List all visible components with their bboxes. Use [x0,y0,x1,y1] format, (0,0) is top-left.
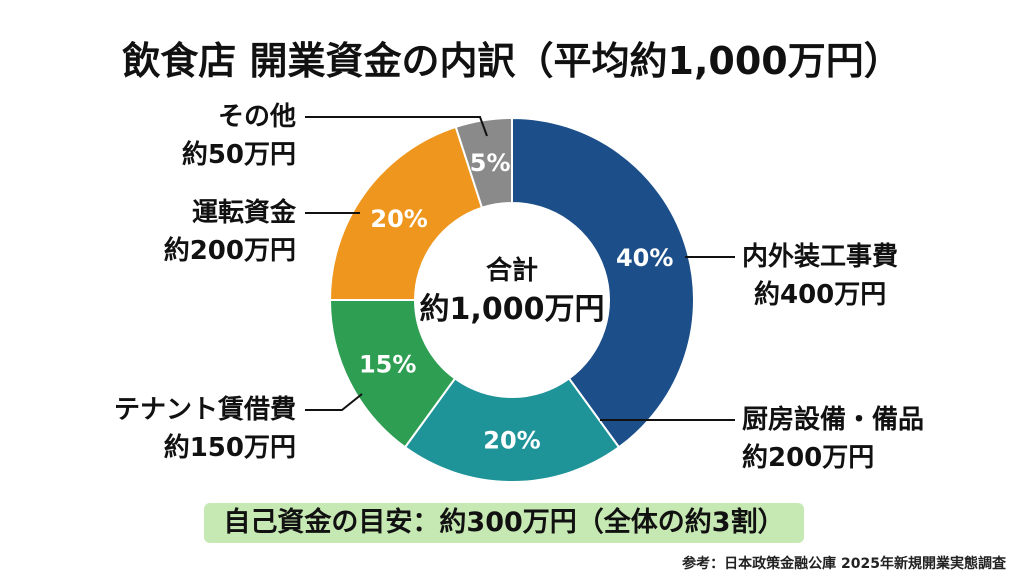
label-interior-amount: 約400万円 [754,280,887,310]
label-other-amount: 約50万円 [181,140,296,170]
label-other-name: その他 [217,102,296,132]
label-other: その他 約50万円 [182,98,296,174]
slice-other [454,116,513,210]
label-kitchen: 厨房設備・備品 約200万円 [742,401,924,477]
label-interior-name: 内外装工事費 [742,242,899,272]
slice-kitchen [403,377,621,483]
label-kitchen-amount: 約200万円 [742,443,875,473]
label-operating: 運転資金 約200万円 [164,194,296,270]
chart-title: 飲食店 開業資金の内訳（平均約1,000万円） [122,39,902,83]
percent-label-other: 5% [470,149,511,177]
label-operating-name: 運転資金 [191,198,296,228]
leader-line-tenant [305,393,363,411]
percent-label-kitchen: 20% [483,427,540,455]
slice-operating [328,125,484,301]
label-kitchen-name: 厨房設備・備品 [742,405,925,435]
percent-label-interior: 40% [616,244,673,272]
label-interior: 内外装工事費 約400万円 [742,238,898,314]
percent-label-tenant: 15% [359,350,416,378]
label-operating-amount: 約200万円 [163,236,296,266]
label-tenant-name: テナント賃借費 [113,395,296,425]
percent-label-operating: 20% [370,205,427,233]
label-tenant: テナント賃借費 約150万円 [114,391,296,467]
label-tenant-amount: 約150万円 [163,433,296,463]
leader-lines [305,116,735,421]
source-citation: 参考：日本政策金融公庫 2025年新規開業実態調査 [682,556,1006,572]
self-funding-note: 自己資金の目安：約300万円（全体の約3割） [204,503,804,543]
center-value: 約1,000万円 [419,292,605,327]
percent-labels: 40% 20% 15% 20% 5% [359,149,673,454]
donut-center-total: 合計 約1,000万円 [412,253,612,331]
donut-slices [328,116,695,483]
center-label: 合計 [485,256,538,286]
slice-interior [511,116,695,449]
leader-line-other [305,116,488,137]
